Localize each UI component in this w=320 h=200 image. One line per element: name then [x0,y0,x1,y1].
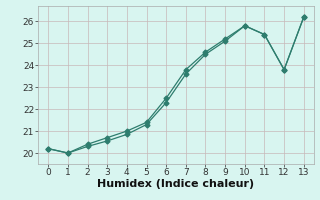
X-axis label: Humidex (Indice chaleur): Humidex (Indice chaleur) [97,179,255,189]
